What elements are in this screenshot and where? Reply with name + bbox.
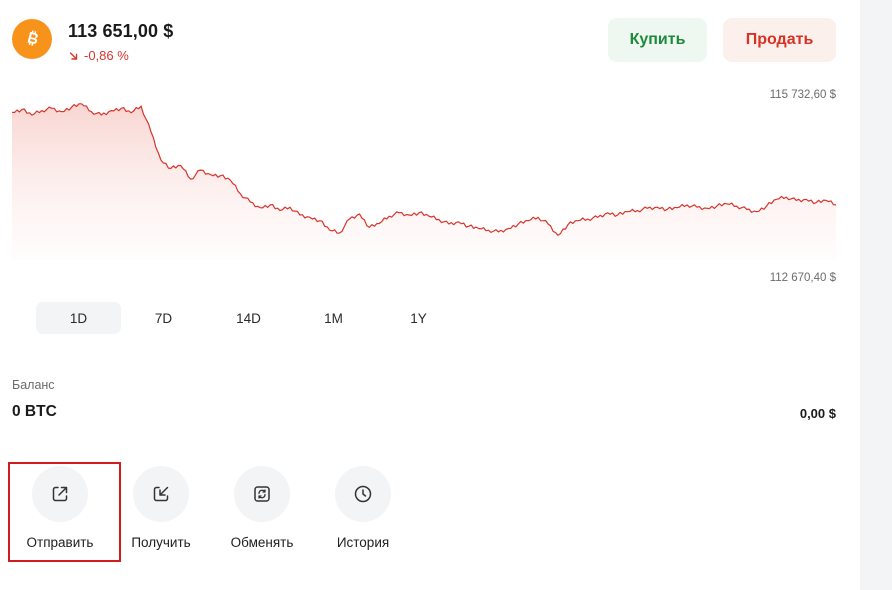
period-7d[interactable]: 7D <box>154 310 173 326</box>
balance-amount: 0 BTC <box>12 403 57 420</box>
receive-label: Получить <box>131 535 191 550</box>
price-chart-svg <box>12 103 836 260</box>
exchange-label: Обменять <box>230 535 294 550</box>
exchange-button[interactable]: Обменять <box>212 466 312 550</box>
period-1m[interactable]: 1M <box>324 310 343 326</box>
buy-button[interactable]: Купить <box>608 18 707 62</box>
send-label: Отправить <box>26 535 94 550</box>
period-14d[interactable]: 14D <box>236 310 261 326</box>
price-change-value: -0,86 % <box>84 48 129 63</box>
price-change: -0,86 % <box>68 48 129 63</box>
price-chart[interactable]: 115 732,60 $ 112 670,40 $ <box>12 88 836 284</box>
period-1d[interactable]: 1D <box>36 302 121 334</box>
balance-fiat: 0,00 $ <box>799 406 836 421</box>
exchange-icon <box>254 486 270 502</box>
history-label: История <box>336 535 390 550</box>
history-button[interactable]: История <box>313 466 413 550</box>
sell-button[interactable]: Продать <box>723 18 836 62</box>
chart-min-label: 112 670,40 $ <box>769 272 836 284</box>
arrow-down-right-icon <box>69 51 78 60</box>
price-line <box>12 103 836 236</box>
asset-price: 113 651,00 $ <box>68 21 174 41</box>
action-bar: Отправить Получить Обменять История <box>0 466 420 566</box>
asset-header: 113 651,00 $ -0,86 % Купить Продать <box>12 18 836 63</box>
receive-button[interactable]: Получить <box>111 466 211 550</box>
bitcoin-icon <box>12 19 52 59</box>
receive-button-circle <box>133 466 189 522</box>
period-1y[interactable]: 1Y <box>410 310 427 326</box>
send-button[interactable]: Отправить <box>10 466 110 550</box>
receive-icon <box>153 486 169 502</box>
send-button-circle <box>32 466 88 522</box>
price-area <box>12 103 836 260</box>
selection-highlight <box>8 462 121 562</box>
clock-icon <box>354 485 372 503</box>
chart-max-label: 115 732,60 $ <box>769 89 836 101</box>
send-icon <box>52 486 68 502</box>
right-panel-edge <box>860 0 892 590</box>
history-button-circle <box>335 466 391 522</box>
period-selector: 1D 7D 14D 1M 1Y <box>36 302 461 334</box>
balance-label: Баланс <box>12 378 55 392</box>
exchange-button-circle <box>234 466 290 522</box>
